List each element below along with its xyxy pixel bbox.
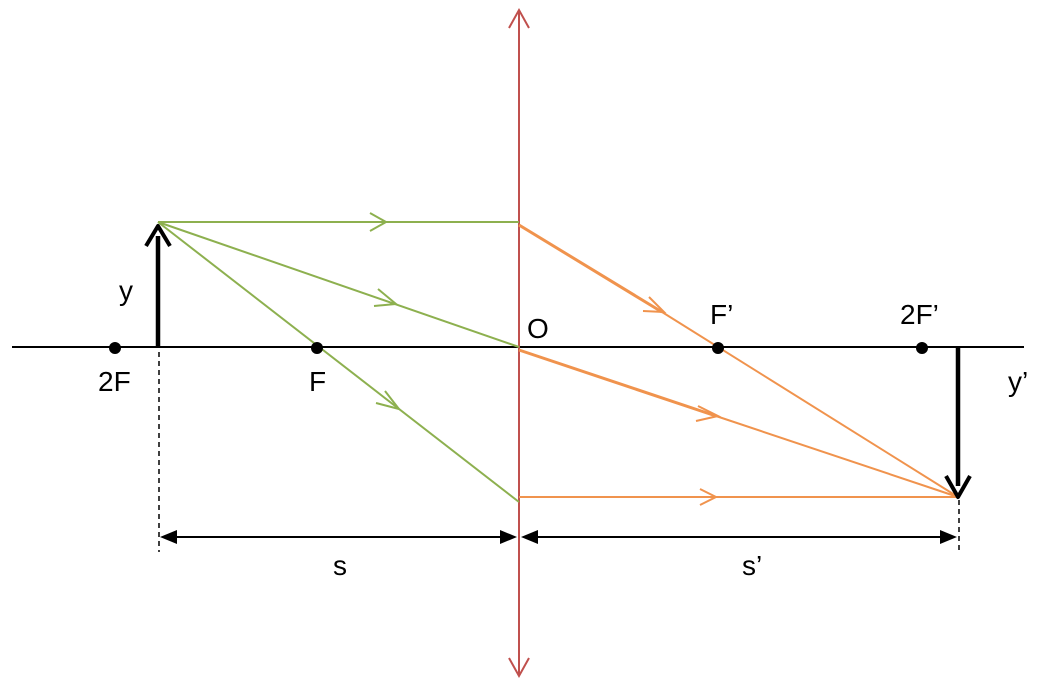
point-2f-image-side: [916, 342, 928, 354]
refracted-rays: [518, 223, 959, 506]
point-2f-object-side: [109, 342, 121, 354]
ray-parallel-refracted-arrowhead: [642, 296, 667, 314]
label-2f-object-side: 2F: [98, 366, 131, 397]
ray-focal-incident: [157, 221, 520, 503]
image-arrow-head: [944, 475, 972, 499]
ray-focal-refracted-arrowhead: [699, 488, 719, 506]
focal-point-markers: [109, 342, 928, 354]
label-optical-center: O: [527, 313, 549, 344]
label-object-distance: s: [333, 550, 347, 581]
label-f-image-side: F’: [710, 299, 733, 330]
label-2f-image-side: 2F’: [900, 299, 939, 330]
ray-center-refracted-bold: [518, 348, 717, 418]
label-image-distance: s’: [742, 550, 762, 581]
lens: [508, 7, 530, 679]
ray-parallel-refracted-bold: [518, 223, 663, 314]
lens-bottom-arrowhead: [508, 657, 530, 679]
point-f-object-side: [311, 342, 323, 354]
image-distance-left-arrowhead: [521, 530, 538, 544]
ray-center-refracted-arrowhead: [695, 405, 721, 422]
ray-center-direction-arrowhead: [373, 288, 399, 307]
dashed-guides: [158, 352, 960, 554]
object-distance-right-arrowhead: [500, 530, 517, 544]
ray-center-refracted: [715, 415, 959, 498]
label-f-object-side: F: [309, 366, 326, 397]
object-arrow: [144, 224, 172, 347]
distance-markers: [160, 530, 957, 544]
label-object-height: y: [119, 275, 133, 306]
lens-top-arrowhead: [508, 7, 530, 29]
ray-center-incident: [157, 221, 520, 348]
incident-rays: [157, 212, 520, 503]
image-distance-right-arrowhead: [940, 530, 957, 544]
point-f-image-side: [712, 342, 724, 354]
object-arrow-head: [144, 224, 172, 248]
image-arrow: [944, 347, 972, 499]
ray-parallel-direction-arrowhead: [369, 212, 389, 232]
ray-focal-direction-arrowhead: [375, 390, 402, 411]
object-distance-left-arrowhead: [160, 530, 177, 544]
ray-parallel-refracted: [661, 311, 959, 498]
label-image-height: y’: [1008, 366, 1028, 397]
